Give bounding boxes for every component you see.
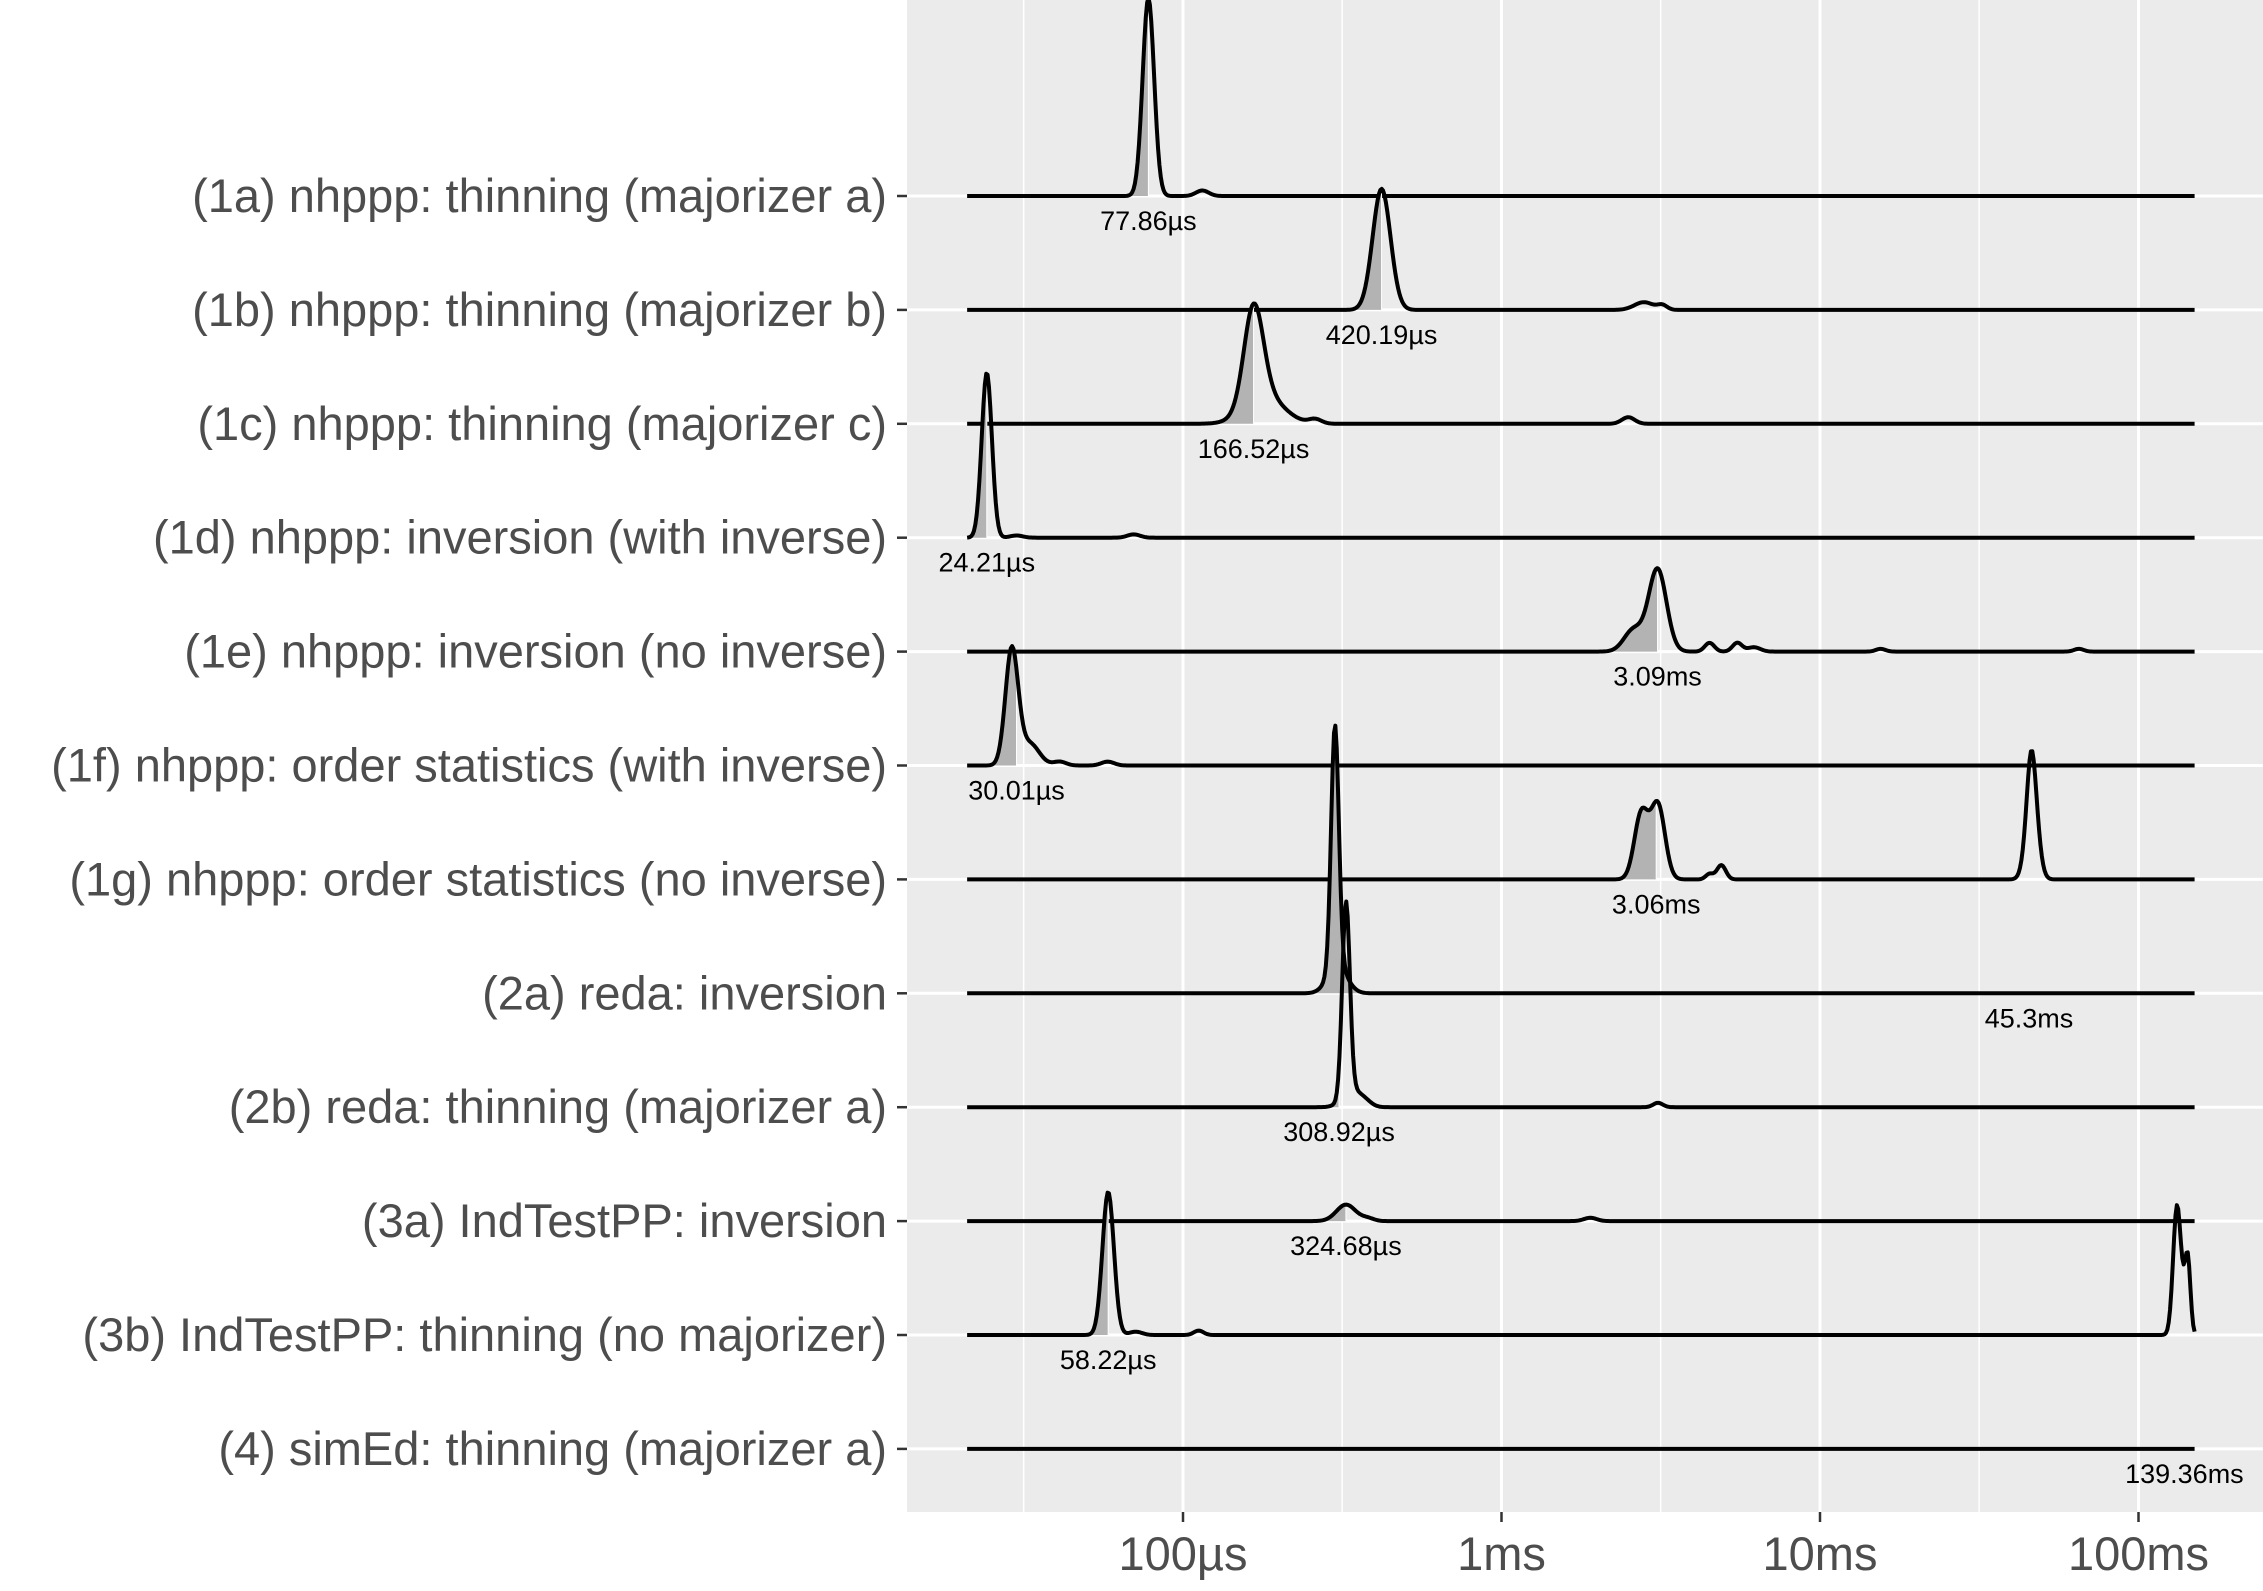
ridge-outline [966,566,2196,654]
ridge-fill-below-median [967,373,987,538]
ridge-outline [966,749,2196,882]
ridge: 324.68µs [966,1202,2196,1261]
y-category-label: (1c) nhppp: thinning (majorizer c) [197,397,887,450]
y-category-label: (1b) nhppp: thinning (majorizer b) [192,283,887,336]
y-category-label: (1e) nhppp: inversion (no inverse) [184,625,887,678]
x-tick-label: 100ms [2068,1527,2209,1580]
median-label: 3.09ms [1613,662,1702,692]
y-category-label: (1g) nhppp: order statistics (no inverse… [69,852,887,905]
median-label: 24.21µs [938,548,1035,578]
ridge-outline [966,301,2196,426]
median-label: 324.68µs [1290,1231,1402,1261]
ridge-outline [966,0,2196,198]
x-tick-label: 1ms [1457,1527,1546,1580]
ridge: 166.52µs [966,301,2196,464]
ridge: 30.01µs [966,644,2196,806]
ridge: 3.09ms [966,566,2196,692]
ridge-outline [966,371,2196,540]
ridge-outline [966,644,2196,768]
grid-minor [1022,0,1980,1512]
y-category-label: (3b) IndTestPP: thinning (no majorizer) [82,1308,887,1361]
ridge: 308.92µs [966,899,2196,1147]
median-label: 30.01µs [968,776,1065,806]
median-label: 139.36ms [2125,1459,2244,1489]
median-label: 58.22µs [1060,1345,1157,1375]
ridge-outline [966,899,2196,1110]
median-label: 420.19µs [1326,320,1438,350]
median-label: 308.92µs [1283,1117,1395,1147]
ridge: 420.19µs [966,186,2196,350]
y-category-label: (1a) nhppp: thinning (majorizer a) [192,169,887,222]
median-label: 3.06ms [1612,889,1701,919]
y-axis: (1a) nhppp: thinning (majorizer a) (1b) n… [51,169,907,1475]
ridge: 45.3ms [966,723,2196,1033]
y-category-label: (1d) nhppp: inversion (with inverse) [153,511,887,564]
ridge-fill-below-median [967,646,1017,766]
ridge-outline [966,186,2196,312]
y-category-label: (1f) nhppp: order statistics (with inver… [51,739,887,792]
x-tick-label: 10ms [1763,1527,1878,1580]
panel-background [907,0,2263,1512]
ridge-outline [966,1202,2196,1224]
median-label: 45.3ms [1985,1003,2074,1033]
y-category-label: (2a) reda: inversion [482,966,887,1019]
ridges: 77.86µs 420.19µs 166.52µs 24.21µs 3.09ms 30.0… [938,0,2244,1489]
ridge: 77.86µs [966,0,2196,236]
ridge: 139.36ms [966,1446,2244,1489]
x-axis: 100µs 1ms 10ms 100ms [1119,1512,2209,1580]
y-category-label: (2b) reda: thinning (majorizer a) [229,1080,887,1133]
y-category-label: (4) simEd: thinning (majorizer a) [218,1422,887,1475]
ridge-outline [966,723,2196,996]
ridge: 58.22µs [966,1190,2197,1375]
median-label: 77.86µs [1100,206,1197,236]
ridge: 24.21µs [938,371,2196,578]
ridge: 3.06ms [966,749,2196,919]
x-tick-label: 100µs [1119,1527,1248,1580]
median-label: 166.52µs [1198,434,1310,464]
y-category-label: (3a) IndTestPP: inversion [362,1194,887,1247]
ridge-outline [966,1190,2197,1337]
